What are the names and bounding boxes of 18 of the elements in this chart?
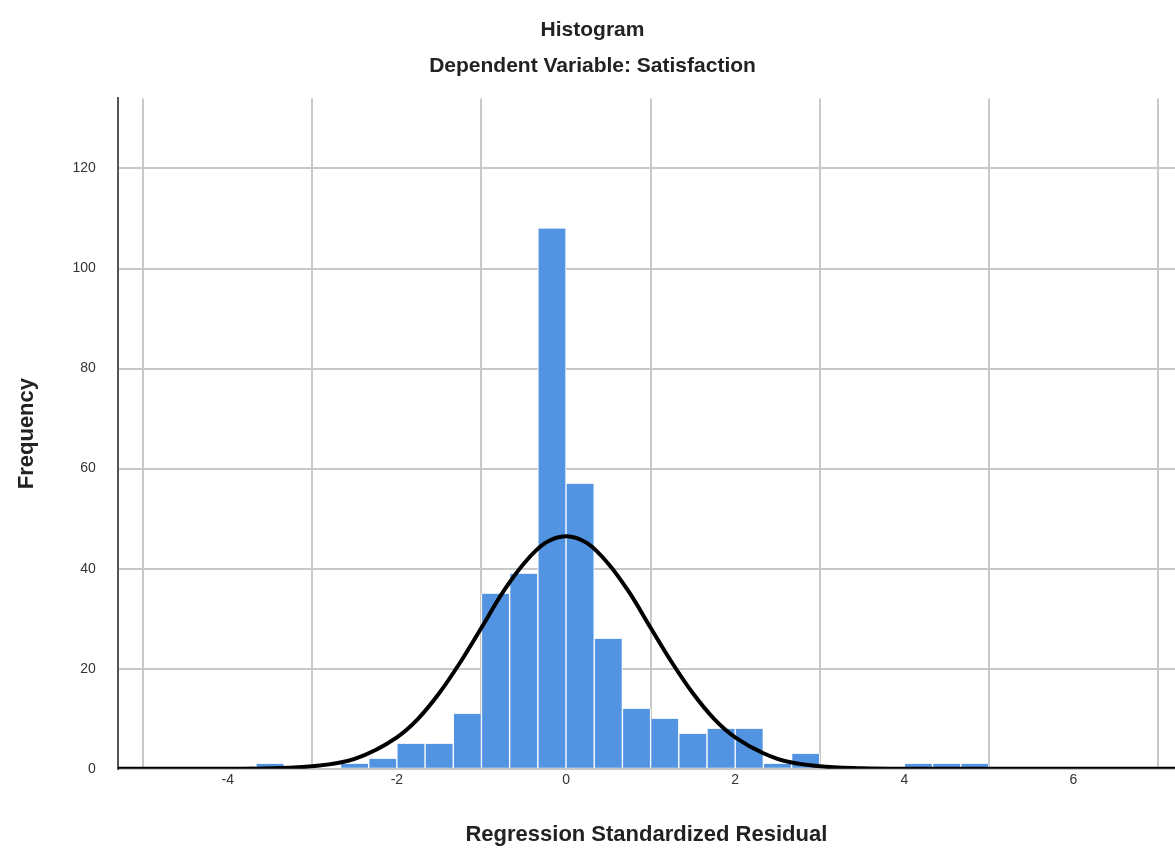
- y-tick-label: 80: [80, 359, 96, 376]
- x-tick-label: -2: [390, 771, 404, 788]
- x-tick-label: 6: [1069, 771, 1078, 788]
- line-series: [117, 534, 1175, 769]
- y-tick-label: 40: [80, 559, 96, 576]
- y-tick-label: 20: [80, 659, 96, 676]
- x-tick-label: 0: [562, 771, 571, 788]
- x-tick-label: 4: [900, 771, 909, 788]
- y-tick-label: 100: [72, 259, 96, 276]
- x-tick-label: -4: [221, 771, 235, 788]
- y-axis-title: Frequency: [13, 377, 39, 490]
- x-tick-label: 2: [731, 771, 740, 788]
- x-axis-title: Regression Standardized Residual: [465, 820, 828, 846]
- y-tick-label: 60: [80, 459, 96, 476]
- chart-title: Histogram: [540, 17, 645, 41]
- y-tick-label: 120: [72, 159, 96, 176]
- y-tick-label: 0: [87, 759, 96, 776]
- chart-subtitle: Dependent Variable: Satisfaction: [429, 52, 756, 76]
